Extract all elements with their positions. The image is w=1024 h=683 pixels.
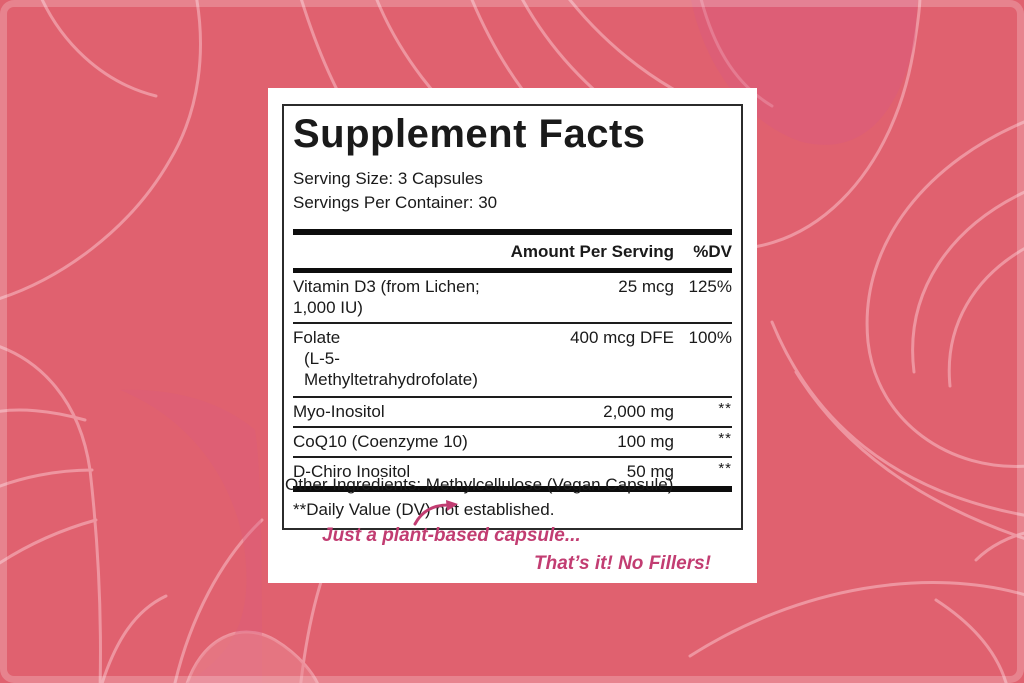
table-row-d-chiro-inositol: D-Chiro Inositol 50 mg ** (293, 456, 732, 486)
nutrient-amount: 2,000 mg (603, 402, 674, 421)
nutrient-dv: 125% (688, 277, 732, 296)
nutrient-table: Vitamin D3 (from Lichen; 1,000 IU) 25 mc… (293, 273, 732, 486)
divider-thick-bottom (293, 486, 732, 492)
nutrient-name-sub: (L-5-Methyltetrahydrofolate) (304, 349, 478, 389)
nutrient-name: Myo-Inositol (293, 402, 385, 421)
supplement-label-card: Supplement Facts Serving Size: 3 Capsule… (268, 88, 757, 583)
nutrient-dv: ** (718, 430, 732, 447)
servings-per-container-line: Servings Per Container: 30 (293, 193, 498, 212)
nutrient-name: Vitamin D3 (from Lichen; 1,000 IU) (293, 277, 480, 317)
nutrient-name: Folate (L-5-Methyltetrahydrofolate) (293, 327, 504, 390)
panel-title: Supplement Facts (293, 112, 646, 156)
table-row-myo-inositol: Myo-Inositol 2,000 mg ** (293, 396, 732, 426)
nutrient-name: D-Chiro Inositol (293, 462, 411, 481)
nutrient-dv: ** (718, 460, 732, 477)
tagline-line2: That’s it! No Fillers! (533, 553, 711, 574)
nutrient-amount: 25 mcg (618, 277, 674, 296)
table-header-row: Amount Per Serving %DV (293, 235, 732, 268)
column-header-dv: %DV (693, 242, 732, 261)
nutrient-name-main: Folate (293, 328, 341, 347)
table-row-vitamin-d3: Vitamin D3 (from Lichen; 1,000 IU) 25 mc… (293, 273, 732, 322)
curved-arrow-icon (413, 500, 458, 526)
column-header-amount: Amount Per Serving (510, 242, 674, 261)
supplement-facts-panel: Supplement Facts Serving Size: 3 Capsule… (282, 104, 743, 530)
daily-value-footnote: **Daily Value (DV) not established. (293, 500, 555, 519)
divider-thick-header (293, 268, 732, 273)
nutrient-amount: 50 mg (626, 462, 674, 481)
nutrient-amount: 400 mcg DFE (570, 328, 674, 347)
nutrient-dv: ** (718, 400, 732, 417)
tagline-line1: Just a plant-based capsule... (322, 525, 581, 546)
nutrient-dv: 100% (688, 328, 732, 347)
serving-size-line: Serving Size: 3 Capsules (293, 169, 483, 188)
nutrient-amount: 100 mg (617, 432, 674, 451)
table-row-coq10: CoQ10 (Coenzyme 10) 100 mg ** (293, 426, 732, 456)
other-ingredients-line: Other Ingredients: Methylcellulose (Vega… (285, 475, 674, 494)
table-row-folate: Folate (L-5-Methyltetrahydrofolate) 400 … (293, 322, 732, 396)
divider-thick-top (293, 229, 732, 235)
nutrient-name: CoQ10 (Coenzyme 10) (293, 432, 468, 451)
